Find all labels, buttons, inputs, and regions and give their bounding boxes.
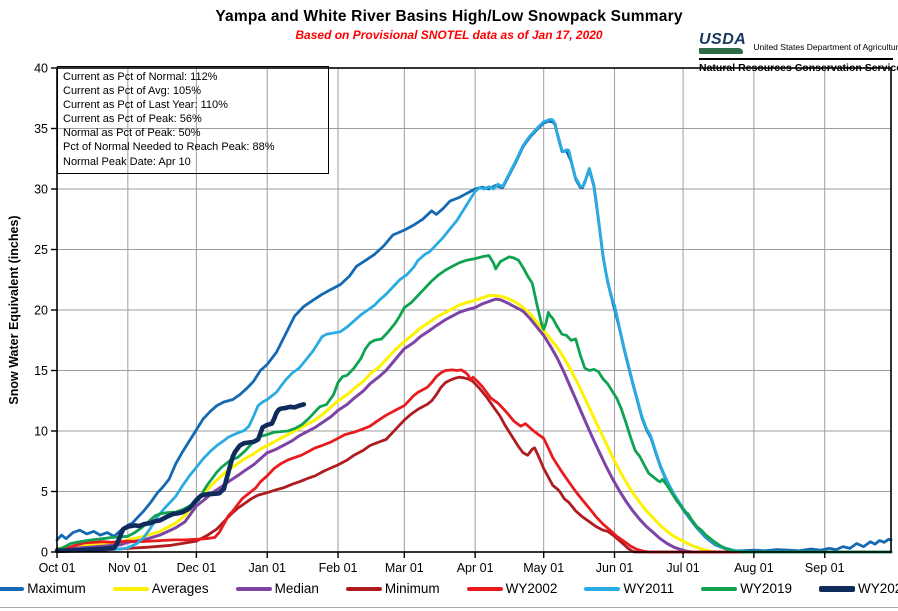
series-line-median: [55, 297, 893, 554]
y-tick-label: 40: [34, 62, 48, 76]
legend-item-maximum: Maximum: [0, 581, 86, 596]
series-line-wy2019: [55, 254, 893, 554]
x-tick-label: Oct 01: [39, 561, 76, 575]
y-tick-label: 5: [41, 485, 48, 499]
y-axis-title: Snow Water Equivalent (inches): [7, 215, 21, 405]
page-title: Yampa and White River Basins High/Low Sn…: [215, 8, 683, 25]
legend-swatch: [466, 586, 503, 591]
bottom-divider: [0, 607, 898, 608]
series-line-wy2020: [54, 402, 307, 554]
usda-logo-block: USDA United States Department of Agricul…: [699, 32, 898, 74]
legend-label: WY2020: [857, 581, 898, 596]
legend-swatch: [0, 586, 25, 591]
chart-legend: Maximum Averages Median Minimum WY2002 WY2011…: [0, 581, 898, 596]
y-tick-label: 30: [34, 183, 48, 197]
legend-item-wy2019: WY2019: [701, 581, 792, 596]
x-tick-label: Jul 01: [666, 561, 699, 575]
x-tick-label: Mar 01: [385, 561, 424, 575]
usda-agency-text: Natural Resources Conservation Service: [699, 62, 898, 74]
y-tick-label: 35: [34, 122, 48, 136]
series-line-wy2002: [55, 368, 893, 554]
legend-item-wy2002: WY2002: [466, 581, 558, 596]
x-tick-label: Nov 01: [108, 561, 148, 575]
legend-swatch: [112, 586, 149, 591]
y-tick-label: 25: [34, 243, 48, 257]
x-tick-label: May 01: [523, 561, 564, 575]
usda-divider: [699, 58, 893, 60]
y-tick-label: 10: [34, 425, 48, 439]
x-tick-label: Sep 01: [805, 561, 845, 575]
legend-swatch: [584, 586, 621, 591]
legend-label: WY2002: [505, 581, 558, 596]
stat-line: Normal as Pct of Peak: 50%: [63, 127, 201, 140]
legend-swatch: [345, 586, 382, 591]
series-line-averages: [55, 294, 893, 554]
legend-item-minimum: Minimum: [345, 581, 440, 596]
x-tick-label: Jun 01: [596, 561, 634, 575]
legend-label: WY2011: [623, 581, 675, 596]
y-tick-label: 15: [34, 364, 48, 378]
legend-swatch: [701, 586, 738, 591]
usda-logo: USDA: [699, 32, 746, 54]
legend-swatch: [235, 586, 272, 591]
x-tick-label: Dec 01: [177, 561, 217, 575]
stat-line: Current as Pct of Normal: 112%: [63, 71, 218, 83]
legend-label: Averages: [151, 581, 209, 596]
legend-item-wy2011: WY2011: [584, 581, 674, 596]
stat-line: Normal Peak Date: Apr 10: [63, 155, 191, 168]
stat-line: Current as Pct of Peak: 56%: [63, 113, 202, 126]
legend-label: Median: [274, 581, 319, 596]
x-tick-label: Jan 01: [248, 561, 286, 575]
legend-item-averages: Averages: [112, 581, 209, 596]
stat-line: Current as Pct of Last Year: 110%: [63, 99, 228, 112]
usda-swoosh-icon: [699, 48, 743, 54]
y-tick-label: 0: [41, 546, 48, 560]
x-tick-label: Apr 01: [457, 561, 494, 575]
legend-item-median: Median: [235, 581, 319, 596]
page-subtitle: Based on Provisional SNOTEL data as of J…: [295, 28, 603, 42]
x-tick-label: Feb 01: [319, 561, 358, 575]
stats-box: Current as Pct of Normal: 112% Current a…: [57, 66, 329, 174]
series-line-minimum: [55, 375, 893, 554]
usda-department-text: United States Department of Agriculture: [753, 42, 898, 52]
stat-line: Current as Pct of Avg: 105%: [63, 85, 201, 98]
series-line-wy2011: [55, 118, 893, 554]
legend-label: Maximum: [27, 581, 86, 596]
legend-item-wy2020: WY2020: [818, 581, 898, 596]
x-tick-label: Aug 01: [734, 561, 774, 575]
legend-label: Minimum: [384, 581, 440, 596]
legend-swatch: [818, 585, 855, 592]
legend-label: WY2019: [740, 581, 792, 596]
stat-line: Pct of Normal Needed to Reach Peak: 88%: [63, 141, 275, 154]
y-tick-label: 20: [34, 304, 48, 318]
